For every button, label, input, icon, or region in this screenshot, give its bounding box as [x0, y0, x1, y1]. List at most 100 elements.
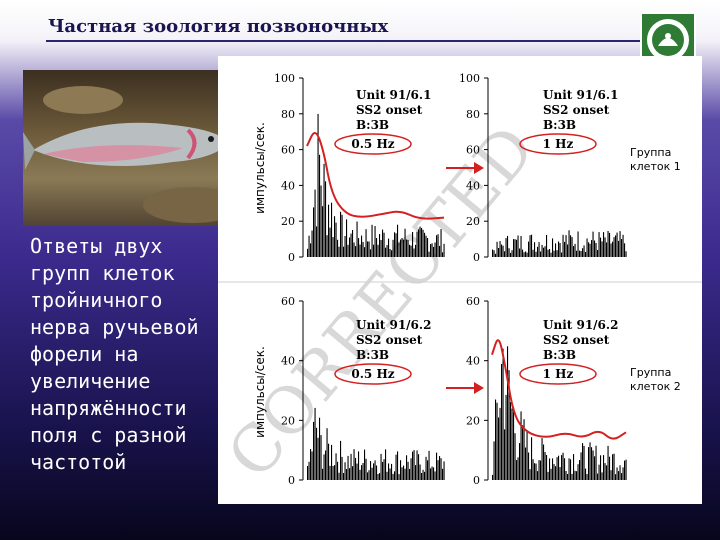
pulse-bar: [323, 454, 325, 480]
pulse-bar: [352, 466, 354, 480]
pulse-bar: [546, 455, 548, 480]
pulse-bar: [344, 236, 346, 257]
pulse-bar: [421, 473, 423, 480]
group-label-line-1: Группа: [630, 146, 671, 159]
pulse-bar: [580, 251, 582, 257]
annotation-line-2: SS2 onset: [356, 103, 423, 117]
pulse-bar: [535, 463, 537, 480]
pulse-bar: [523, 419, 525, 480]
pulse-bar: [600, 455, 602, 480]
pulse-bar: [619, 465, 621, 480]
pulse-bar: [428, 450, 430, 480]
pulse-bar: [415, 465, 417, 480]
pulse-bar: [443, 243, 445, 257]
pulse-bar: [610, 470, 612, 480]
pulse-bar: [568, 230, 570, 257]
pulse-bar: [576, 250, 578, 257]
pulse-bar: [589, 442, 591, 480]
pulse-bar: [507, 235, 509, 257]
annotation-line-3: B:3B: [543, 118, 576, 132]
pulse-bar: [416, 231, 418, 257]
pulse-bar: [555, 243, 557, 257]
pulse-bar: [358, 451, 360, 480]
pulse-bar: [379, 473, 381, 480]
pulse-bar: [317, 113, 319, 258]
pulse-bar: [625, 459, 627, 480]
pulse-bar: [314, 189, 316, 257]
pulse-bar: [310, 243, 312, 257]
pulse-bar: [419, 226, 421, 257]
pulse-bar: [559, 243, 561, 257]
pulse-bar: [331, 444, 333, 480]
y-ticks: 0 20 40 60: [281, 295, 303, 487]
pulse-bar: [544, 452, 546, 480]
pulse-bar: [502, 348, 504, 480]
slide-caption: Ответы двух групп клеток тройничного нер…: [30, 234, 199, 474]
pulse-bar: [320, 185, 322, 257]
pulse-bar: [391, 250, 393, 257]
pulse-bar: [443, 461, 445, 480]
annotation-line-1: Unit 91/6.2: [356, 318, 431, 332]
pulse-bar: [610, 243, 612, 257]
pulse-bar: [621, 473, 623, 480]
bars: [307, 113, 445, 258]
pulse-bar: [334, 465, 336, 480]
pulse-bar: [538, 242, 540, 257]
annotation-line-1: Unit 91/6.1: [543, 88, 618, 102]
pulse-bar: [397, 224, 399, 257]
pulse-bar: [392, 239, 394, 257]
y-ticks: 0 20 40 60 80 100: [459, 72, 488, 264]
pulse-bar: [604, 237, 606, 257]
pulse-bar: [335, 222, 337, 257]
pulse-bar: [329, 227, 331, 257]
pulse-bar: [392, 473, 394, 480]
pulse-bar: [601, 241, 603, 257]
pulse-bar: [517, 235, 519, 257]
pulse-bar: [520, 411, 522, 480]
pulse-bar: [543, 444, 545, 480]
y-tick-label: 60: [281, 144, 295, 157]
pulse-bar: [624, 243, 626, 257]
pulse-bar: [549, 458, 551, 480]
pulse-bar: [311, 451, 313, 480]
pulse-bar: [415, 244, 417, 257]
pulse-bar: [580, 452, 582, 480]
pulse-bar: [565, 235, 567, 257]
pulse-bar: [537, 246, 539, 257]
frequency-oval: [334, 133, 412, 155]
pulse-bar: [499, 241, 501, 257]
pulse-bar: [561, 252, 563, 257]
pulse-bar: [383, 459, 385, 480]
panel-group-2-halfhz: 0 20 40 60 Unit 91/6.2 SS2 onset B:3B 0.5 H…: [253, 295, 445, 487]
group-label-line-2: клеток 2: [630, 380, 681, 393]
pulse-bar: [361, 465, 363, 480]
pulse-bar: [403, 239, 405, 257]
pulse-bar: [583, 245, 585, 257]
pulse-bar: [550, 468, 552, 480]
pulse-bar: [350, 453, 352, 480]
pulse-bar: [501, 244, 503, 257]
pulse-bar: [498, 417, 500, 480]
pulse-bar: [427, 460, 429, 480]
pulse-bar: [582, 248, 584, 257]
pulse-bar: [368, 241, 370, 257]
pulse-bar: [388, 463, 390, 480]
pulse-bar: [338, 472, 340, 480]
pulse-bar: [601, 472, 603, 480]
pulse-bar: [532, 459, 534, 480]
pulse-bar: [540, 460, 542, 480]
pulse-bar: [404, 468, 406, 480]
pulse-bar: [525, 447, 527, 480]
y-tick-label: 60: [466, 144, 480, 157]
pulse-bar: [406, 455, 408, 480]
pulse-bar: [307, 466, 309, 480]
pulse-bar: [325, 450, 327, 480]
frequency-oval: [334, 363, 412, 385]
annotation-line-2: SS2 onset: [543, 333, 610, 347]
pulse-bar: [571, 237, 573, 257]
pulse-bar: [409, 468, 411, 480]
pulse-bar: [418, 229, 420, 257]
pulse-bar: [525, 251, 527, 257]
pulse-bar: [398, 474, 400, 480]
pulse-bar: [565, 471, 567, 480]
